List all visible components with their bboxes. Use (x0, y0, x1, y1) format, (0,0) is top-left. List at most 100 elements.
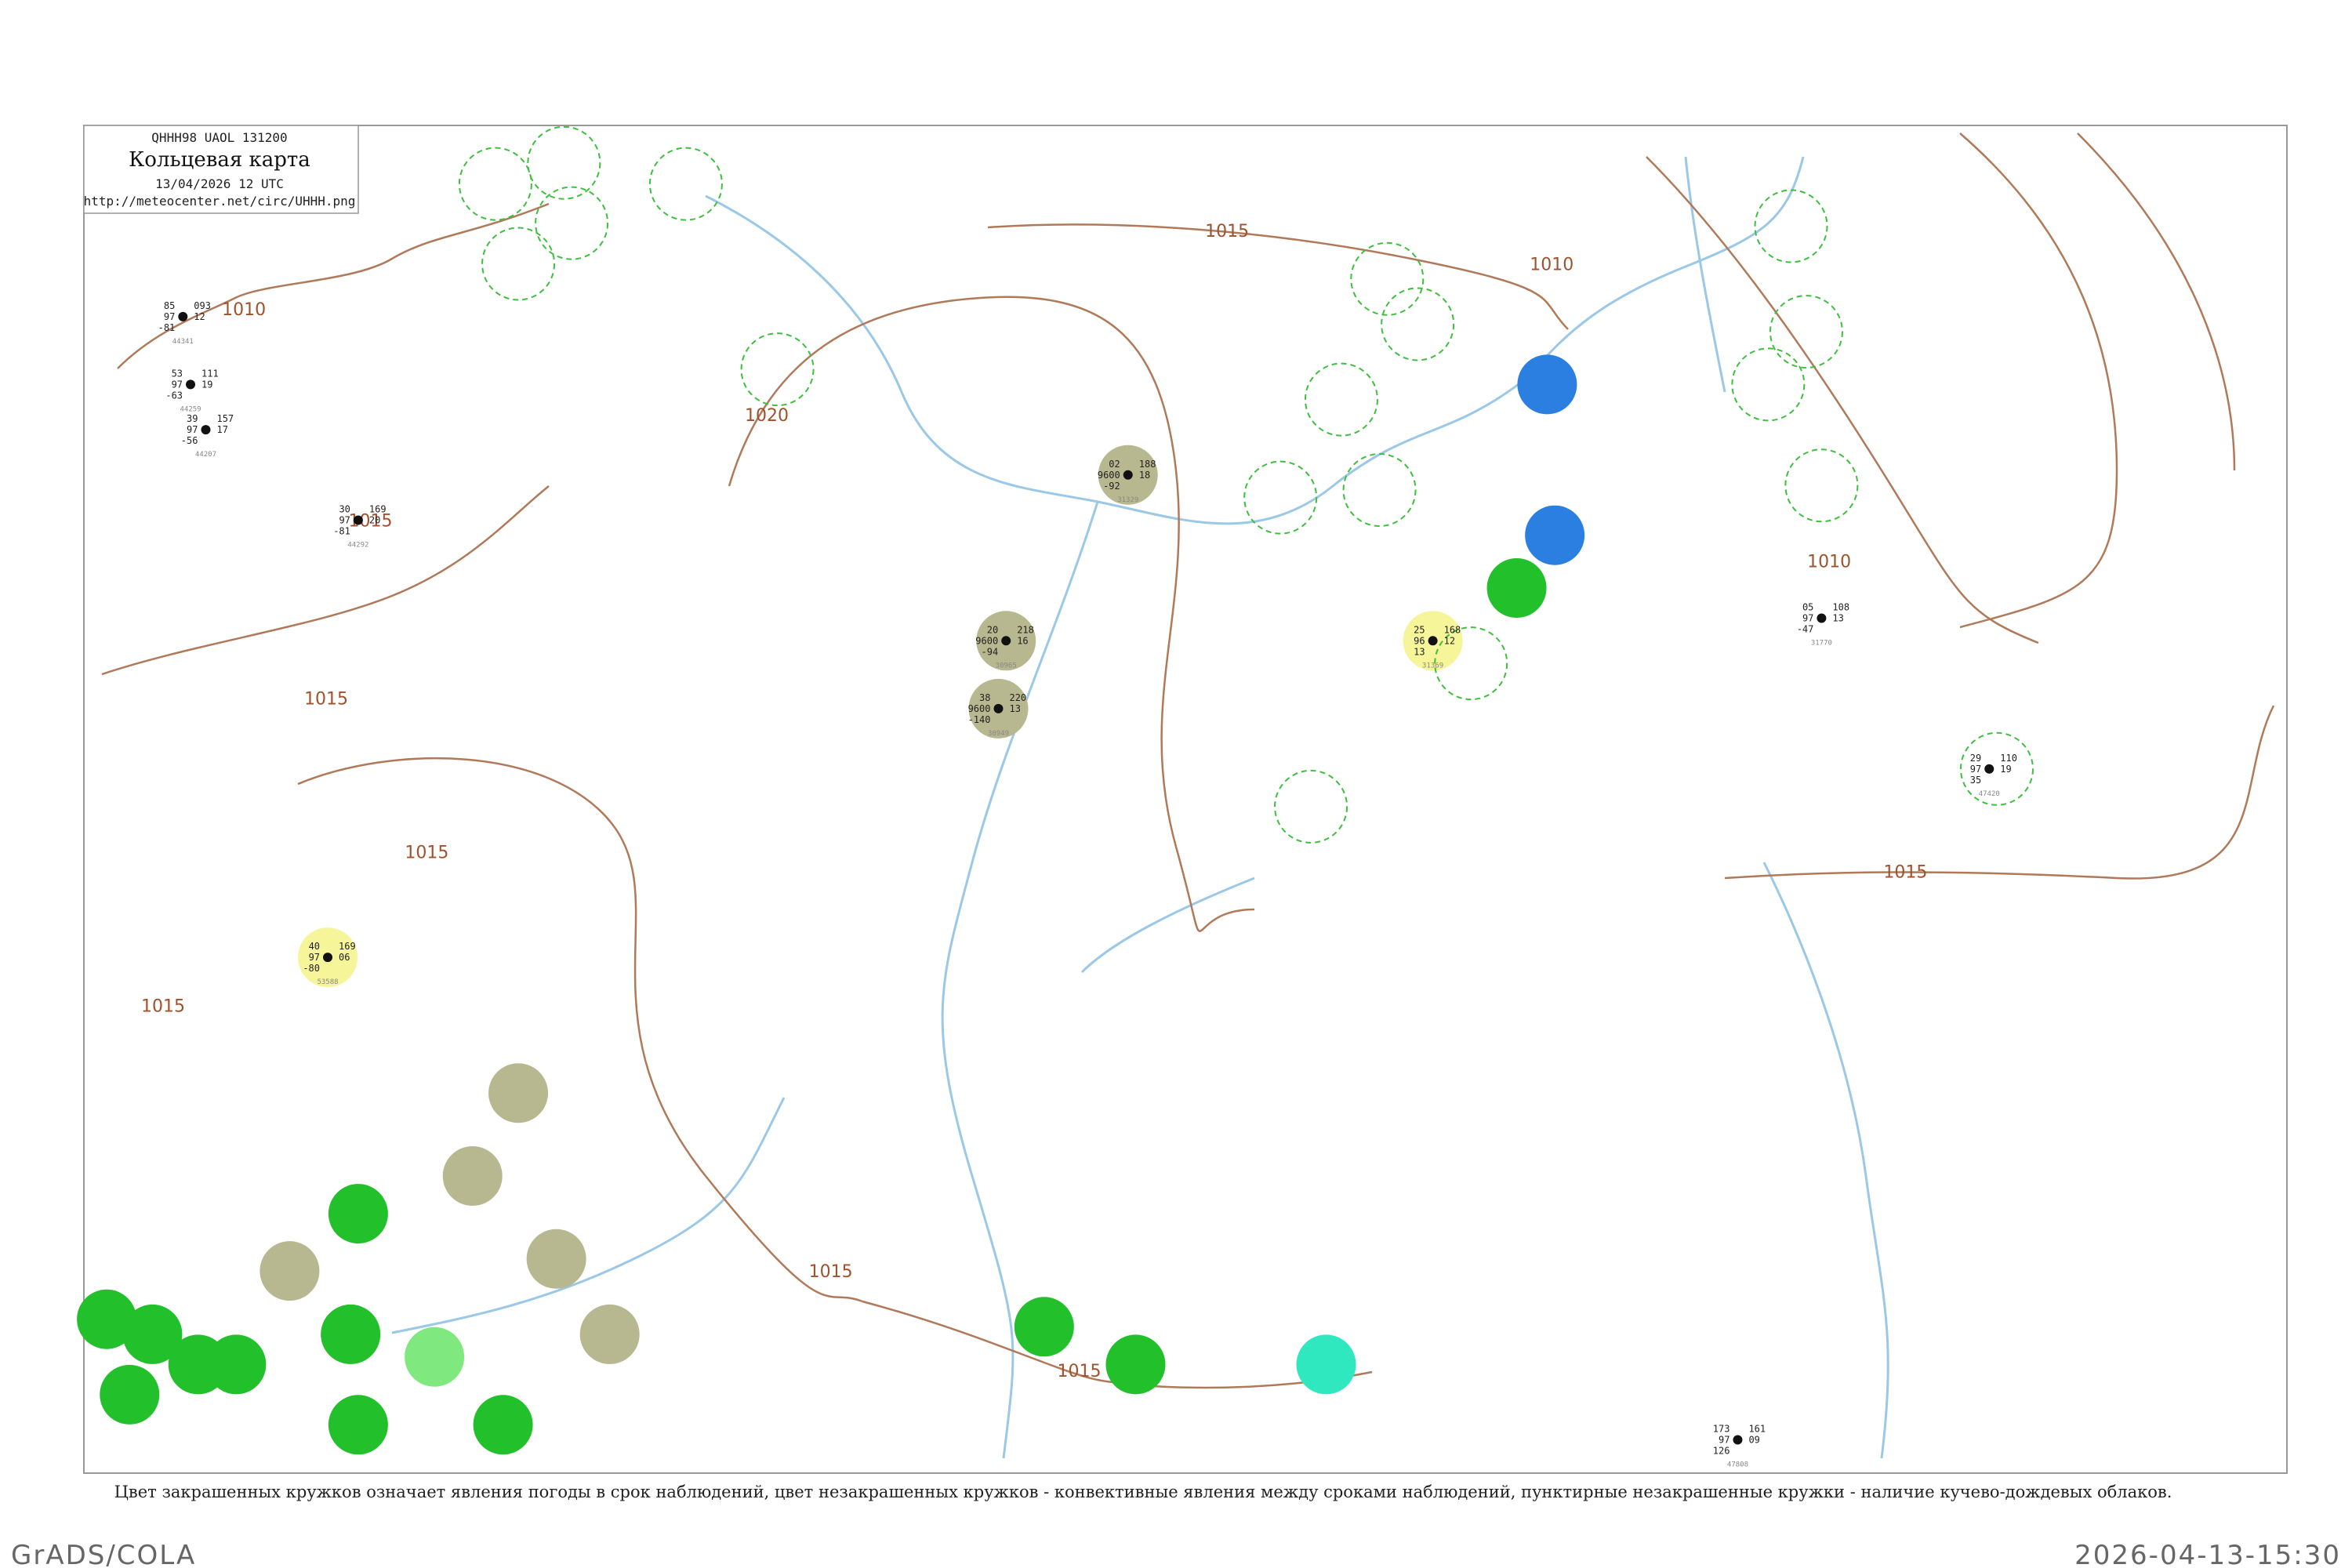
station-reading: 169 (369, 503, 387, 514)
isobar-label: 1015 (1058, 1362, 1102, 1381)
cb-circle (1784, 448, 1859, 523)
station-reading: 09 (1748, 1435, 1759, 1446)
isobar-label: 1010 (1530, 256, 1573, 275)
station-marker (201, 425, 211, 435)
station-marker (993, 703, 1004, 713)
station-reading: -63 (165, 390, 183, 401)
station-reading: 157 (216, 413, 234, 424)
station-marker (323, 953, 333, 963)
station-marker (178, 311, 188, 321)
weather-circle (321, 1304, 381, 1364)
phenomena-circles (77, 125, 2034, 1455)
isobar-label: 1015 (405, 844, 448, 863)
software: GrADS/COLA (11, 1540, 196, 1568)
isobar-label: 1020 (745, 406, 789, 426)
station-id: 47420 (1979, 790, 2000, 798)
station-reading: 9600 (1098, 470, 1120, 481)
station-reading: 05 (1802, 601, 1813, 612)
station-reading: 108 (1832, 601, 1849, 612)
station-id: 47808 (1727, 1461, 1748, 1469)
station-reading: 02 (1109, 459, 1120, 470)
cb-circle (1342, 453, 1417, 527)
caption: Цвет закрашенных кружков означает явлени… (114, 1483, 2172, 1501)
station-reading: 168 (1444, 624, 1461, 635)
station-marker (1001, 636, 1011, 646)
isobar-labels: 1010 1010 1010 1015 1015 1015 1015 1015 1015 1015… (141, 222, 1927, 1381)
station-reading: -80 (303, 963, 320, 974)
weather-circle (442, 1146, 503, 1206)
weather-circle (1525, 505, 1585, 565)
station-reading: 220 (1009, 692, 1026, 703)
station-marker (1817, 613, 1827, 623)
cb-circle (1274, 769, 1348, 844)
station-marker (186, 379, 196, 390)
header-datetime: 13/04/2026 12 UTC (155, 176, 284, 191)
station-reading: 35 (1970, 775, 1981, 786)
cb-circle (1350, 241, 1425, 316)
station-reading: 97 (309, 952, 320, 963)
station-reading: 39 (187, 413, 198, 424)
isobar-label: 1015 (1883, 863, 1927, 883)
cb-circle (535, 186, 609, 260)
station-reading: 97 (1970, 764, 1981, 775)
station-reading: 188 (1139, 459, 1156, 470)
station-reading: 30 (339, 503, 350, 514)
cb-circle (740, 332, 815, 407)
station-reading: 173 (1713, 1424, 1730, 1435)
weather-circle (1517, 354, 1577, 415)
station-reading: 97 (1719, 1435, 1730, 1446)
isobar-label: 1015 (1205, 222, 1249, 241)
cb-circle (481, 227, 556, 301)
isobar-label: 1015 (304, 689, 348, 709)
station-reading: 40 (309, 941, 320, 952)
station-marker (1123, 470, 1133, 480)
isobar-label: 1015 (809, 1262, 853, 1282)
station-reading: -47 (1797, 623, 1814, 634)
station-reading: 97 (339, 514, 350, 525)
cb-circle (1381, 287, 1455, 361)
station-marker (1984, 764, 1994, 774)
station-id: 44341 (172, 338, 194, 346)
weather-circle (405, 1327, 465, 1387)
map-frame (83, 125, 2288, 1474)
station-reading: 16 (1017, 635, 1028, 646)
station-reading: -94 (982, 646, 999, 657)
station-id: 31369 (1422, 662, 1443, 670)
station-reading: 17 (216, 424, 227, 435)
header-box (83, 125, 359, 214)
station-id: 53588 (317, 978, 338, 986)
station-reading: 25 (1414, 624, 1425, 635)
cb-circle (648, 147, 723, 221)
station-reading: 29 (1970, 753, 1981, 764)
weather-circle (260, 1241, 320, 1301)
station-id: 31329 (1117, 496, 1138, 504)
station-reading: 13 (1832, 612, 1843, 623)
station-id: 44259 (180, 405, 201, 413)
station-reading: 12 (194, 311, 205, 322)
station-reading: 093 (194, 300, 211, 311)
weather-circle (206, 1334, 267, 1395)
station-id: 30949 (988, 730, 1009, 738)
station-reading: 111 (201, 368, 219, 379)
cb-circle (1959, 731, 2034, 806)
station-reading: 38 (979, 692, 990, 703)
weather-circle (328, 1184, 388, 1244)
station-reading: -140 (968, 714, 991, 725)
station-id: 30965 (996, 662, 1017, 670)
weather-circle (1014, 1297, 1074, 1357)
station-marker (1428, 636, 1438, 646)
station-reading: 97 (164, 311, 175, 322)
cb-circle (1731, 347, 1806, 422)
station-reading: 19 (2000, 764, 2011, 775)
header-title: Кольцевая карта (129, 148, 310, 172)
rivers (391, 156, 1889, 1459)
weather-circle (1105, 1334, 1166, 1395)
station-marker (353, 515, 363, 525)
station-reading: 20 (987, 624, 998, 635)
station-reading: 97 (172, 379, 183, 390)
cb-circle (1304, 362, 1378, 437)
station-reading: 126 (1713, 1446, 1730, 1457)
station-reading: 9600 (968, 703, 991, 714)
